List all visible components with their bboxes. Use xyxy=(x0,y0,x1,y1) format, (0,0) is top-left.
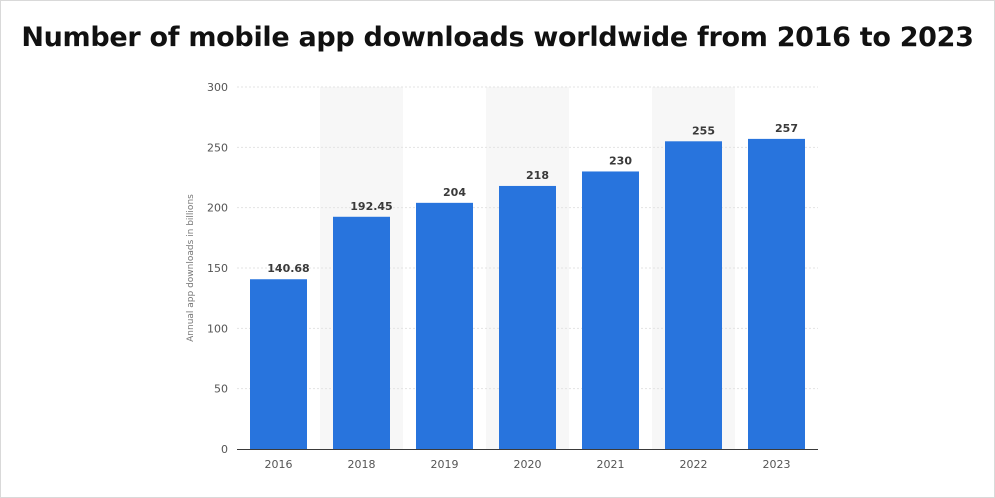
x-tick-label-2023: 2023 xyxy=(763,458,791,471)
bar-2020 xyxy=(499,185,556,450)
x-tick-labels-group: 2016 2018 2019 2020 2021 2022 2023 xyxy=(265,458,791,471)
value-labels-group: 140.68 192.45 204 218 230 255 257 xyxy=(267,122,798,275)
y-tick-label: 50 xyxy=(214,383,228,396)
y-tick-label: 100 xyxy=(207,322,228,335)
y-tick-label: 300 xyxy=(207,81,228,94)
value-label-2018: 192.45 xyxy=(350,200,392,213)
y-axis-label: Annual app downloads in billions xyxy=(186,194,196,342)
y-tick-label: 0 xyxy=(221,443,228,456)
x-tick-label-2021: 2021 xyxy=(597,458,625,471)
value-label-2023: 257 xyxy=(775,122,798,135)
bar-2022 xyxy=(665,141,722,450)
value-label-2022: 255 xyxy=(692,124,715,137)
value-label-2016: 140.68 xyxy=(267,262,309,275)
x-tick-label-2020: 2020 xyxy=(514,458,542,471)
x-tick-label-2022: 2022 xyxy=(680,458,708,471)
bar-2021 xyxy=(582,171,639,449)
bar-2018 xyxy=(333,216,390,449)
y-tick-labels-group: 0 50 100 150 200 250 300 xyxy=(207,81,228,456)
bars-group xyxy=(250,138,805,450)
bar-2023 xyxy=(748,138,805,450)
y-tick-label: 150 xyxy=(207,262,228,275)
bar-2016 xyxy=(250,279,307,449)
x-tick-label-2018: 2018 xyxy=(348,458,376,471)
y-tick-label: 200 xyxy=(207,202,228,215)
y-tick-label: 250 xyxy=(207,141,228,154)
x-tick-label-2016: 2016 xyxy=(265,458,293,471)
bar-2019 xyxy=(416,202,473,449)
x-tick-label-2019: 2019 xyxy=(431,458,459,471)
value-label-2020: 218 xyxy=(526,169,549,182)
chart-title: Number of mobile app downloads worldwide… xyxy=(21,22,974,53)
value-label-2019: 204 xyxy=(443,186,466,199)
value-label-2021: 230 xyxy=(609,154,632,167)
